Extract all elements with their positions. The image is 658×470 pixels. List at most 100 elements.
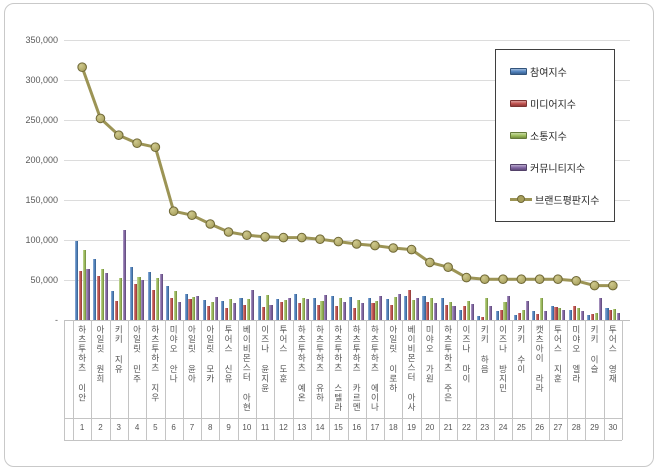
bar-s3-c6 — [174, 291, 178, 320]
table-separator — [329, 320, 331, 440]
y-tick-label: 250,000 — [25, 115, 58, 125]
bar-s3-c29 — [594, 312, 599, 320]
category-label: 아일릿 윤아 — [186, 325, 197, 384]
table-separator — [219, 320, 221, 440]
bar-s1-c5 — [147, 272, 152, 320]
category-label: 하츠투하츠 유하 — [315, 325, 326, 403]
bar-s3-c1 — [82, 249, 86, 320]
legend-line-marker-icon — [510, 195, 532, 204]
bar-s4-c5 — [159, 274, 163, 320]
rank-label: 10 — [242, 423, 252, 432]
bar-s2-c27 — [554, 307, 558, 320]
bar-s4-c22 — [470, 304, 474, 320]
category-label: 하츠투하츠 카르멘 — [351, 325, 362, 412]
table-separator — [365, 320, 367, 440]
bar-s1-c9 — [221, 300, 225, 320]
rank-label: 24 — [498, 423, 508, 432]
gridline — [64, 240, 630, 241]
bar-s2-c1 — [78, 271, 82, 320]
rank-label: 30 — [608, 423, 618, 432]
rank-label: 15 — [333, 423, 343, 432]
bar-s4-c30 — [617, 312, 621, 320]
category-label: 투어스 지훈 — [552, 325, 563, 384]
bar-s4-c21 — [452, 306, 456, 320]
bar-s1-c18 — [385, 299, 389, 320]
table-separator — [164, 320, 166, 440]
bar-s3-c21 — [448, 301, 452, 320]
bar-s4-c13 — [306, 299, 310, 320]
legend-swatch-icon — [510, 68, 527, 76]
bar-s4-c26 — [543, 311, 548, 320]
table-rule — [64, 418, 622, 419]
rank-label: 26 — [535, 423, 545, 432]
bar-s4-c27 — [562, 309, 566, 320]
table-separator — [567, 320, 569, 440]
table-separator — [457, 320, 459, 440]
bar-s1-c8 — [202, 300, 206, 320]
legend-swatch-icon — [510, 163, 527, 171]
bar-s3-c22 — [466, 300, 470, 320]
bar-s3-c24 — [503, 301, 507, 320]
bar-s1-c4 — [129, 267, 133, 320]
bar-s3-c7 — [192, 296, 196, 320]
table-separator — [201, 320, 203, 440]
table-separator — [512, 320, 514, 440]
bar-s2-c26 — [536, 313, 540, 320]
rank-label: 3 — [116, 423, 121, 432]
category-label: 하츠투하츠 이안 — [77, 325, 88, 403]
bar-s2-c2 — [96, 276, 101, 320]
table-separator — [292, 320, 294, 440]
bar-s2-c20 — [426, 301, 430, 320]
bar-s4-c20 — [434, 303, 438, 320]
bar-s4-c14 — [324, 295, 328, 320]
category-label: 미야오 가원 — [424, 325, 435, 384]
table-separator — [384, 320, 386, 440]
bar-s4-c8 — [214, 296, 218, 320]
bar-s3-c12 — [283, 300, 287, 320]
bar-s1-c16 — [349, 296, 353, 320]
bar-s4-c11 — [269, 304, 273, 320]
rank-label: 23 — [480, 423, 490, 432]
bar-s4-c10 — [251, 289, 255, 320]
bar-s4-c24 — [507, 296, 511, 320]
rank-label: 25 — [516, 423, 526, 432]
rank-label: 2 — [98, 423, 103, 432]
category-label: 키키 이슬 — [589, 325, 600, 374]
legend-label: 커뮤니티지수 — [530, 163, 586, 175]
bar-s1-c17 — [367, 298, 371, 320]
bar-s2-c30 — [609, 309, 613, 320]
table-separator — [402, 320, 404, 440]
legend-item: 브랜드평판지수 — [510, 192, 614, 207]
bar-s3-c20 — [430, 297, 434, 320]
bar-s3-c5 — [155, 277, 159, 320]
bar-s2-c23 — [481, 316, 485, 320]
bar-s4-c6 — [177, 302, 182, 320]
rank-label: 7 — [189, 423, 195, 432]
rank-label: 16 — [352, 423, 362, 432]
bar-s2-c9 — [225, 308, 229, 320]
table-separator — [310, 320, 312, 440]
table-separator — [475, 320, 477, 440]
bar-s1-c1 — [74, 240, 78, 320]
rank-label: 19 — [407, 423, 416, 432]
bar-s3-c4 — [137, 276, 141, 320]
table-separator — [109, 320, 111, 440]
bar-s1-c24 — [495, 311, 499, 320]
category-label: 베이비몬스터 아현 — [241, 325, 252, 412]
bar-s1-c29 — [587, 315, 591, 320]
gridline — [64, 40, 630, 41]
rank-label: 12 — [278, 423, 288, 432]
legend-label: 브랜드평판지수 — [535, 195, 600, 207]
category-label: 이즈나 방지민 — [498, 325, 509, 393]
bar-s2-c29 — [591, 313, 595, 320]
bar-s3-c3 — [119, 278, 123, 320]
bar-s1-c13 — [294, 294, 298, 320]
bar-s1-c19 — [404, 296, 408, 320]
bar-s4-c12 — [287, 297, 291, 320]
table-separator — [347, 320, 349, 440]
bar-s2-c17 — [371, 303, 375, 320]
bar-s3-c19 — [411, 300, 416, 320]
rank-label: 9 — [226, 423, 231, 432]
bar-s2-c25 — [517, 312, 521, 320]
